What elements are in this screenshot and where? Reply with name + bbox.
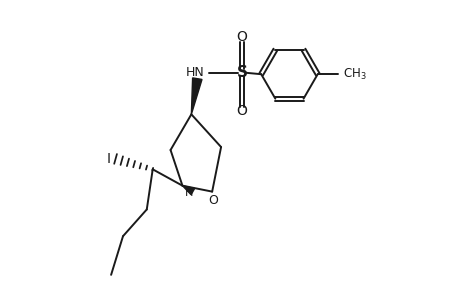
Text: H: H (184, 188, 192, 198)
Text: CH$_3$: CH$_3$ (342, 67, 366, 82)
Text: I: I (107, 152, 111, 166)
Text: S: S (236, 65, 247, 80)
Text: O: O (236, 30, 247, 44)
Polygon shape (182, 186, 194, 195)
Text: O: O (236, 104, 247, 118)
Text: O: O (208, 194, 218, 207)
Text: HN: HN (185, 66, 204, 79)
Polygon shape (191, 78, 202, 114)
